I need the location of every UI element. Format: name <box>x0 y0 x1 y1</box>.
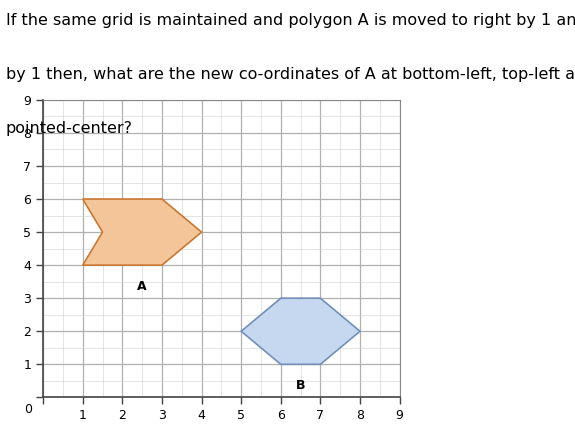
Text: pointed-center?: pointed-center? <box>6 121 133 136</box>
Text: B: B <box>296 379 305 392</box>
Text: by 1 then, what are the new co-ordinates of A at bottom-left, top-left and: by 1 then, what are the new co-ordinates… <box>6 67 575 82</box>
Polygon shape <box>241 298 360 364</box>
Text: A: A <box>137 280 147 293</box>
Polygon shape <box>83 199 202 265</box>
Text: If the same grid is maintained and polygon A is moved to right by 1 and up: If the same grid is maintained and polyg… <box>6 13 575 28</box>
Text: 0: 0 <box>24 403 32 416</box>
